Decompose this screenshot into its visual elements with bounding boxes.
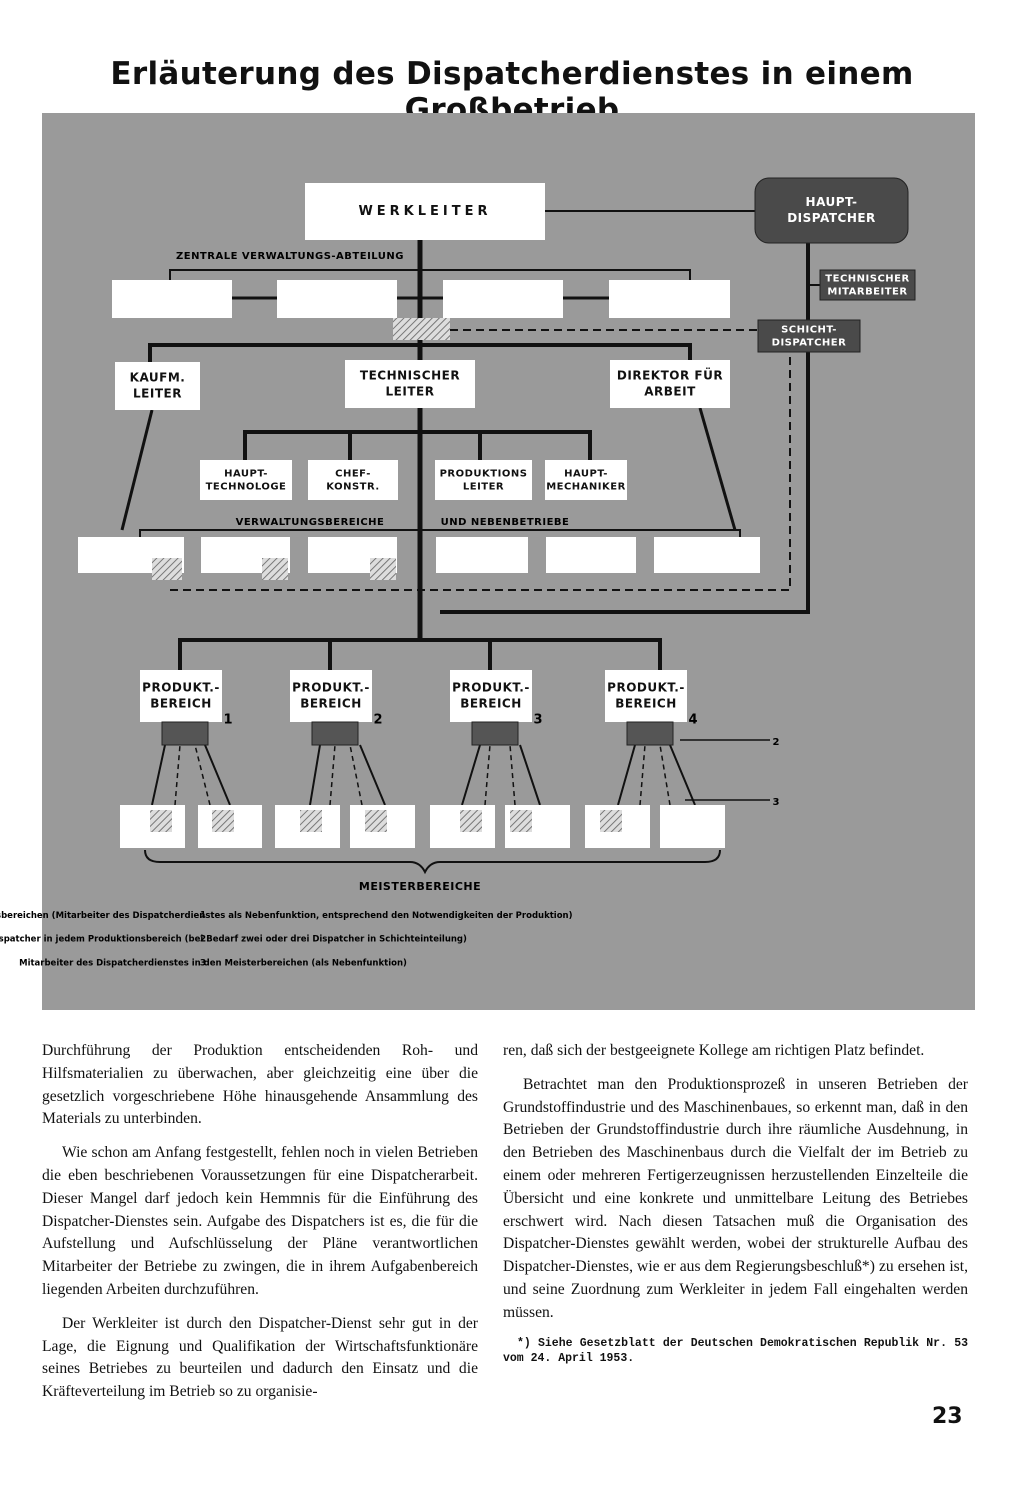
legend-text: Mitarbeiter des Dispatcherdienstes in de… [19,959,407,969]
node-label: HAUPT- [224,469,268,480]
node-label: MECHANIKER [546,482,626,493]
area-number: 3 [533,713,542,728]
legend-number: 1 [200,911,206,921]
node-label: BEREICH [300,696,362,710]
node-box [757,319,861,353]
page-number: 23 [932,1404,963,1429]
node-label: LEITER [133,386,182,400]
node-box [305,183,545,240]
blank-boxes [78,280,760,848]
org-diagram: WERKLEITER HAUPT- DISPATCHER TECHNISCHER MIT… [0,113,975,1010]
node-box [819,269,916,301]
node-label: KONSTR. [326,482,379,493]
node-label: PRODUKT.- [452,681,530,695]
dispatcher-marker [161,721,209,746]
node-box [610,360,730,408]
hatched-marker [460,810,482,832]
node-label: DISPATCHER [787,211,876,225]
blank-box [277,280,397,318]
area-number: 1 [223,713,232,728]
node-label: PRODUKT.- [292,681,370,695]
node-label: ARBEIT [644,384,696,398]
node-label: TECHNOLOGE [206,482,287,493]
area-number: 4 [688,713,697,728]
hatched-marker [370,558,396,580]
right-column: ren, daß sich der bestgeeignete Kollege … [503,1040,968,1377]
node-box [545,460,627,500]
node-label: LEITER [386,384,435,398]
node-label: MITARBEITER [827,287,907,298]
area-number: 2 [373,713,382,728]
node-box [754,177,909,244]
node-label: PRODUKT.- [607,681,685,695]
node-label: WERKLEITER [358,204,491,219]
hatched-marker [510,810,532,832]
node-box [345,360,475,408]
paragraph: Betrachtet man den Produktionsprozeß in … [503,1075,968,1321]
connectors [120,210,820,875]
legend-number: 2 [200,935,206,945]
blank-box [436,537,528,573]
node-label: LEITER [463,482,504,493]
node-box [290,670,372,722]
node-label: SCHICHT- [781,325,837,336]
paragraph: Wie schon am Anfang festgestellt, fehlen… [42,1144,478,1298]
hatched-marker [152,558,182,580]
blank-box [609,280,730,318]
group-label: ZENTRALE VERWALTUNGS-ABTEILUNG [176,251,404,262]
node-box [200,460,292,500]
left-column: Durchführung der Produktion entscheidend… [42,1040,478,1415]
blank-box [443,280,563,318]
node-box [450,670,532,722]
legend-text: Je ein Dispatcher in jedem Produktionsbe… [0,935,467,945]
hatched-marker [393,318,450,340]
node-label: PRODUKT.- [142,681,220,695]
dispatcher-marker [626,721,674,746]
node-box [435,460,532,500]
blank-box [660,805,725,848]
dispatcher-marker [471,721,519,746]
node-label: BEREICH [460,696,522,710]
node-box [308,460,398,500]
title: Erläuterung des Dispatcherdienstes in ei… [110,56,914,128]
hatched-marker [262,558,288,580]
arrow-marker: 3 [773,797,780,808]
hatched-marker [600,810,622,832]
node-label: BEREICH [150,696,212,710]
node-box [140,670,222,722]
paragraph: Der Werkleiter ist durch den Dispatcher-… [42,1314,478,1401]
dispatcher-marker [311,721,359,746]
node-label: DIREKTOR FÜR [617,368,723,383]
arrow-marker: 2 [773,737,780,748]
blank-box [112,280,232,318]
blank-box [546,537,636,573]
node-label: CHEF- [335,469,371,480]
node-box [605,670,687,722]
paragraph: Durchführung der Produktion entscheidend… [42,1042,478,1128]
legend-number: 3 [200,959,206,969]
hatched-marker [300,810,322,832]
node-label: DISPATCHER [772,338,847,349]
node-label: TECHNISCHER [825,274,909,285]
node-label: BEREICH [615,696,677,710]
node-label: KAUFM. [130,371,186,385]
node-label: HAUPT- [564,469,608,480]
hatched-marker [212,810,234,832]
node-box [115,362,200,410]
node-label: TECHNISCHER [360,369,460,383]
blank-box [654,537,760,573]
hatched-marker [365,810,387,832]
node-label: HAUPT- [806,195,858,209]
legend-text: Dispatcher in den Verwaltungsbereichen (… [0,911,573,921]
group-label: MEISTERBEREICHE [359,880,481,893]
hatched-marker [150,810,172,832]
footnote: *) Siehe Gesetzblatt der Deutschen Demok… [503,1336,968,1365]
node-label: PRODUKTIONS [440,469,528,480]
group-label: VERWALTUNGSBEREICHE [236,517,385,528]
paragraph: ren, daß sich der bestgeeignete Kollege … [503,1042,925,1059]
group-label: UND NEBENBETRIEBE [441,517,570,528]
